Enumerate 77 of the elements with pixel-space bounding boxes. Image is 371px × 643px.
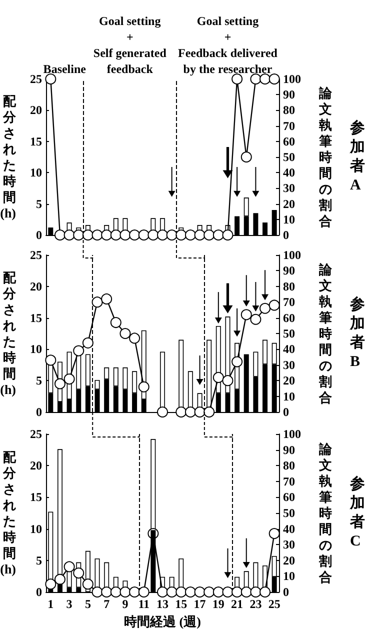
y-tick-label: 25 xyxy=(30,427,42,441)
y-axis-title: 配分された時間(h) xyxy=(0,450,17,576)
y-tick-label: 15 xyxy=(30,134,42,148)
x-tick-label: 19 xyxy=(212,597,224,611)
y2-tick-label: 10 xyxy=(283,389,295,404)
y2-tick-label: 20 xyxy=(283,553,295,568)
text: Goal setting + Feedback delivered by the researcher xyxy=(178,14,278,76)
y2-tick-label: 90 xyxy=(283,442,295,457)
y2-tick-label: 0 xyxy=(283,405,289,419)
y-tick-label: 25 xyxy=(30,248,42,262)
y-tick-label: 20 xyxy=(30,458,42,473)
y2-tick-label: 100 xyxy=(283,248,301,262)
y-tick-label: 20 xyxy=(30,279,42,294)
y2-tick-label: 100 xyxy=(283,72,301,86)
y2-tick-label: 40 xyxy=(283,342,295,356)
x-tick-label: 5 xyxy=(84,597,91,611)
y-tick-label: 5 xyxy=(36,374,42,388)
y2-tick-label: 60 xyxy=(283,134,295,148)
y2-tick-label: 50 xyxy=(283,506,295,520)
y2-tick-label: 0 xyxy=(283,228,289,242)
y2-tick-label: 50 xyxy=(283,150,295,164)
y2-tick-label: 60 xyxy=(283,310,295,325)
y-axis-title: 配分された時間(h) xyxy=(0,270,17,397)
x-tick-label: 23 xyxy=(250,597,262,611)
text: 論文執筆時間の割合 xyxy=(319,86,332,228)
y2-tick-label: 80 xyxy=(283,103,295,118)
y2-tick-label: 70 xyxy=(283,295,295,310)
y2-tick-label: 90 xyxy=(283,88,295,102)
y2-tick-label: 50 xyxy=(283,326,295,340)
y2-tick-label: 70 xyxy=(283,118,295,133)
y2-tick-label: 30 xyxy=(283,538,295,552)
x-tick-label: 11 xyxy=(138,597,150,611)
text: 参加者B xyxy=(349,296,365,370)
y2-tick-label: 10 xyxy=(283,212,295,226)
y-tick-label: 0 xyxy=(36,585,42,599)
text: Goal setting + Self generated feedback xyxy=(93,14,167,76)
y2-tick-label: 30 xyxy=(283,181,295,196)
y2-tick-label: 40 xyxy=(283,166,295,180)
y-tick-label: 0 xyxy=(36,405,42,419)
y2-tick-label: 80 xyxy=(283,279,295,294)
y-tick-label: 10 xyxy=(30,342,42,356)
text: 参加者A xyxy=(349,120,365,194)
x-tick-label: 7 xyxy=(104,597,110,611)
y-tick-label: 5 xyxy=(36,196,42,211)
y2-tick-label: 20 xyxy=(283,196,295,211)
y-tick-label: 25 xyxy=(30,72,42,86)
y-tick-label: 10 xyxy=(30,166,42,180)
y2-tick-label: 100 xyxy=(283,427,301,441)
y2-tick-label: 40 xyxy=(283,522,295,536)
x-tick-label: 13 xyxy=(156,597,168,611)
text: 参加者C xyxy=(349,476,365,550)
y-tick-label: 15 xyxy=(30,490,42,504)
y2-tick-label: 80 xyxy=(283,458,295,473)
text: 論文執筆時間の割合 xyxy=(319,262,332,405)
y2-tick-label: 20 xyxy=(283,374,295,388)
y2-tick-label: 10 xyxy=(283,569,295,584)
x-tick-label: 1 xyxy=(48,597,54,611)
x-tick-label: 21 xyxy=(231,597,244,611)
x-tick-label: 17 xyxy=(194,597,206,611)
x-tick-label: 9 xyxy=(122,597,128,611)
x-axis-title: 時間経過 (週) xyxy=(124,614,201,629)
y2-tick-label: 30 xyxy=(283,358,295,372)
y-tick-label: 20 xyxy=(30,103,42,118)
y2-tick-label: 60 xyxy=(283,490,295,504)
y2-tick-label: 90 xyxy=(283,264,295,278)
y2-tick-label: 70 xyxy=(283,474,295,488)
y-tick-label: 10 xyxy=(30,522,42,536)
y2-tick-label: 0 xyxy=(283,585,289,599)
x-tick-label: 25 xyxy=(268,597,280,611)
x-tick-label: 3 xyxy=(66,597,72,611)
text: 論文執筆時間の割合 xyxy=(319,442,332,584)
y-tick-label: 5 xyxy=(36,553,42,568)
x-tick-label: 15 xyxy=(175,597,188,611)
text: Baseline xyxy=(43,62,87,76)
y-tick-label: 15 xyxy=(30,310,42,325)
y-axis-title: 配分された時間(h) xyxy=(0,94,17,220)
y-tick-label: 0 xyxy=(36,228,42,242)
